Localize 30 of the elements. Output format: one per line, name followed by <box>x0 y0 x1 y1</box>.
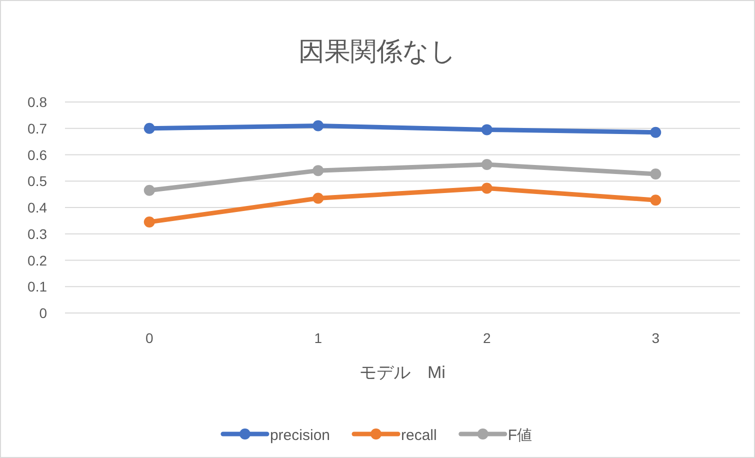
x-tick-label: 2 <box>482 330 491 346</box>
y-tick-label: 0.6 <box>28 146 48 163</box>
y-tick-label: 0.4 <box>28 200 48 216</box>
legend-label: F値 <box>508 427 532 444</box>
x-tick-label: 3 <box>652 330 660 346</box>
point <box>481 182 492 194</box>
y-tick-label: 0.7 <box>28 120 48 136</box>
legend-label: precision <box>270 427 330 444</box>
point <box>144 122 155 134</box>
x-tick-label: 0 <box>145 330 154 346</box>
point <box>481 159 492 170</box>
y-tick-label: 0.5 <box>28 173 48 190</box>
point <box>144 216 155 228</box>
y-tick-label: 0.2 <box>28 252 48 268</box>
legend-label: recall <box>401 427 437 444</box>
point <box>481 124 492 136</box>
point <box>312 165 324 176</box>
x-axis-title: モデル Mi <box>360 363 446 382</box>
point <box>650 168 662 180</box>
y-tick-label: 0 <box>39 305 48 321</box>
y-tick-label: 0.1 <box>28 278 48 295</box>
point <box>650 194 662 206</box>
y-tick-label: 0.3 <box>28 226 48 242</box>
point <box>144 184 155 196</box>
point <box>312 192 324 204</box>
chart-title: 因果関係なし <box>298 36 456 66</box>
y-tick-label: 0.8 <box>28 94 48 110</box>
x-tick-label: 1 <box>314 330 322 346</box>
point <box>650 126 662 138</box>
point <box>312 120 324 132</box>
